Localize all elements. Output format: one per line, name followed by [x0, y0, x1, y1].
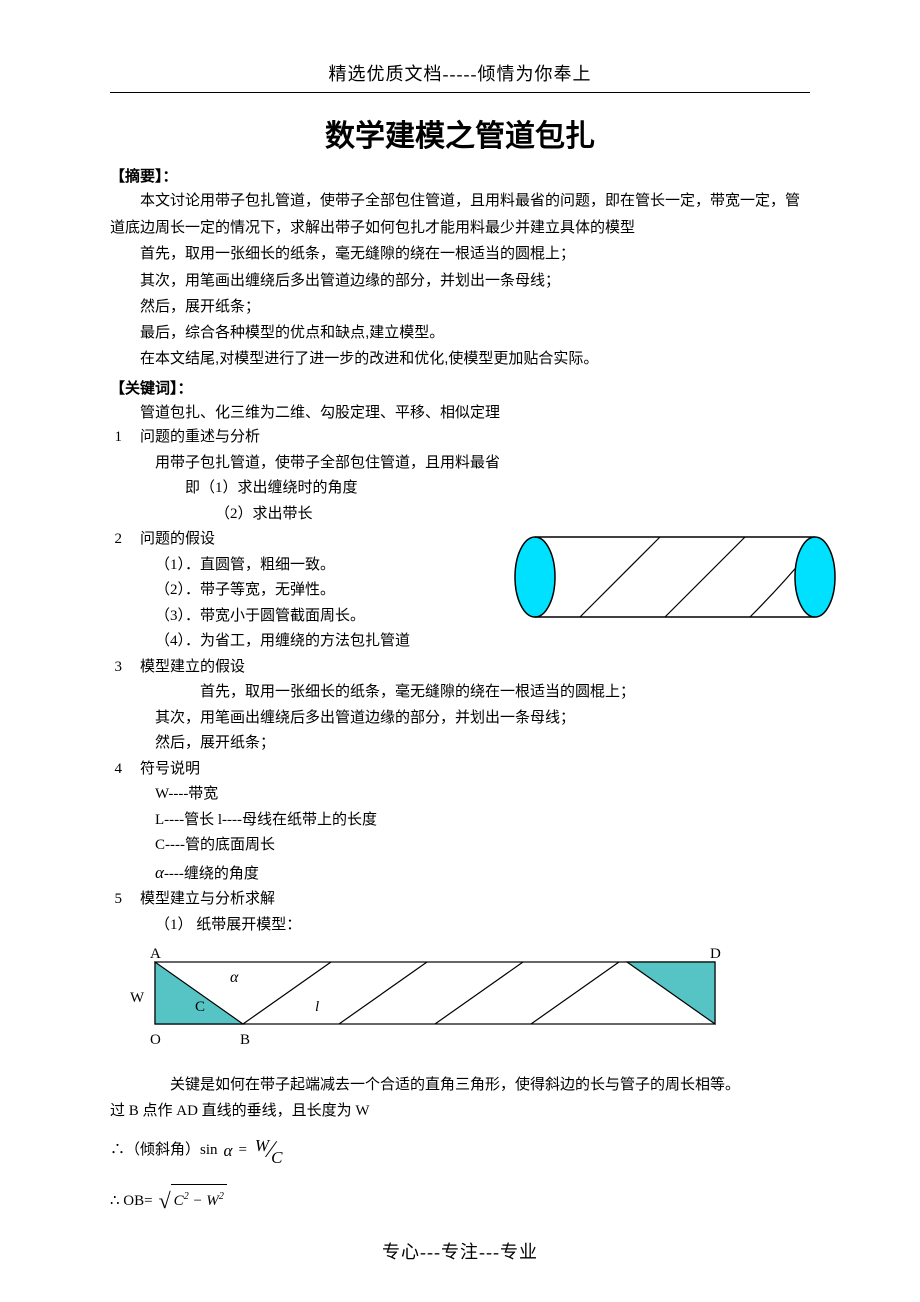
- doc-title: 数学建模之管道包扎: [110, 111, 810, 155]
- sec4-r1: W----带宽: [110, 782, 810, 808]
- label-B: B: [240, 1032, 250, 1048]
- sec4-r4-b: ----缠绕的角度: [164, 866, 259, 882]
- abstract-step1: 首先，取用一张细长的纸条，毫无缝隙的绕在一根适当的圆棍上；: [110, 241, 810, 268]
- abstract-s5-f: 实际。: [553, 351, 598, 367]
- sec4-r2: L----管长 l----母线在纸带上的长度: [110, 808, 810, 834]
- abstract-s5-e: 模型进行了进一步的改进和优化,使模型更加贴合: [234, 350, 553, 367]
- sec2-i4: （4）．为省工，用缠绕的方法包扎管道: [110, 629, 810, 655]
- f1-alpha: α: [224, 1132, 233, 1169]
- sec4-r3: C----管的底面周长: [110, 833, 810, 859]
- abstract-s5-d: 对: [219, 351, 234, 367]
- f1-den: C: [271, 1148, 282, 1167]
- label-alpha: α: [230, 969, 239, 986]
- label-W: W: [130, 990, 145, 1006]
- f2-sqrt: √ C2 − W2: [159, 1177, 227, 1225]
- sec3-head: 3 模型建立的假设: [110, 655, 810, 681]
- page: 精选优质文档-----倾情为你奉上 数学建模之管道包扎 【摘要】： 本文讨论用带…: [0, 0, 920, 1266]
- after-p1: 关键是如何在带子起端减去一个合适的直角三角形，使得斜边的长与管子的周长相等。: [110, 1073, 810, 1099]
- f2-c: C: [174, 1193, 184, 1209]
- f2-w: − W: [189, 1193, 219, 1209]
- abstract-s1-b: 纸条，毫无缝隙的绕在一根适当的: [290, 246, 515, 262]
- abstract-step4: 最后，综合各种模型的优点和缺点,建立模型。: [110, 320, 810, 347]
- f1-num: W: [255, 1136, 269, 1155]
- sec5-head: 5 模型建立与分析求解: [110, 887, 810, 913]
- abstract-s2-c: 的部分，并划出一条母: [380, 272, 530, 289]
- f2-sup2: 2: [219, 1191, 224, 1202]
- abstract-s5-b: 结: [185, 351, 200, 367]
- abstract-s1-a: 首先，取用一张细长的: [140, 245, 290, 262]
- sec2-wrap: 2 问题的假设 （1）．直圆管，粗细一致。 （2）．带子等宽，无弹性。 （3）．…: [110, 527, 810, 655]
- sec4-head: 4 符号说明: [110, 757, 810, 783]
- f1-frac: W∕C: [253, 1124, 287, 1177]
- abstract-s4-c: 合各种模型的: [200, 324, 290, 341]
- abstract-label: 【摘要】：: [110, 165, 810, 186]
- keywords: 管道包扎、化三维为二维、勾股定理、平移、相似定理: [110, 400, 810, 426]
- f1-eq: =: [238, 1134, 246, 1167]
- doc-header: 精选优质文档-----倾情为你奉上: [110, 60, 810, 93]
- sec4-r4: α----缠绕的角度: [110, 859, 810, 888]
- abstract-s4-b: 综: [185, 325, 200, 341]
- abstract-s4-d: 优: [290, 325, 305, 341]
- abstract-step2: 其次，用笔画出缠绕后多出管道边缘的部分，并划出一条母线；: [110, 268, 810, 295]
- abstract-s5-c: 尾,: [200, 350, 219, 367]
- abstract-p1-b: 讨论: [170, 193, 200, 209]
- cylinder-diagram: [510, 527, 840, 627]
- f2-a: ∴ OB=: [110, 1185, 153, 1218]
- abstract-step3: 然后，展开纸条；: [110, 294, 810, 320]
- abstract-p1: 本文讨论用带子包扎管道，使带子全部包住管道，且用料最省的问题，即在管长一定，带宽…: [110, 188, 810, 241]
- abstract-s4-a: 最后，: [140, 325, 185, 341]
- label-l: l: [315, 999, 319, 1015]
- label-C: C: [195, 999, 205, 1015]
- abstract-s2-b: 边缘: [350, 273, 380, 289]
- sec1-p1: 用带子包扎管道，使带子全部包住管道，且用料最省: [110, 451, 810, 477]
- sec3-p2: 其次，用笔画出缠绕后多出管道边缘的部分，并划出一条母线；: [110, 706, 810, 732]
- sec1-head: 1 问题的重述与分析: [110, 425, 810, 451]
- sec5-num: 5: [110, 887, 140, 913]
- formula-2: ∴ OB= √ C2 − W2: [110, 1177, 810, 1225]
- after-p2: 过 B 点作 AD 直线的垂线，且长度为 W: [110, 1099, 810, 1125]
- sec2-num: 2: [110, 527, 140, 553]
- unfold-diagram-wrap: A D α W C l O B: [110, 944, 810, 1069]
- sec3-num: 3: [110, 655, 140, 681]
- sec3-p1: 首先，取用一张细长的纸条，毫无缝隙的绕在一根适当的圆棍上；: [110, 680, 810, 706]
- abstract-p1-a: 本文: [140, 192, 170, 209]
- abstract-s1-c: 圆棍上；: [515, 245, 575, 262]
- alpha-symbol: α: [155, 863, 164, 882]
- sqrt-icon: √: [159, 1177, 171, 1225]
- unfold-diagram: A D α W C l O B: [110, 944, 790, 1064]
- sec1-num: 1: [110, 425, 140, 451]
- abstract-p1-c: 用带子包扎管道，使带子全部包住管道，且用料最省的: [200, 192, 560, 209]
- formula-1: ∴（倾斜角）sinα = W∕C: [110, 1124, 810, 1177]
- label-D: D: [710, 946, 721, 962]
- doc-footer: 专心---专注---专业: [0, 1238, 920, 1264]
- sec5-p1: （1） 纸带展开模型：: [110, 913, 810, 939]
- sec4-num: 4: [110, 757, 140, 783]
- sec1-title: 问题的重述与分析: [140, 425, 810, 451]
- label-A: A: [150, 946, 161, 962]
- abstract-s2-d: 线；: [530, 273, 560, 289]
- abstract-s4-e: 点和缺点,建立模型。: [305, 324, 444, 341]
- sec3-p3: 然后，展开纸条；: [110, 731, 810, 757]
- keywords-label: 【关键词】：: [110, 377, 810, 398]
- sec3-title: 模型建立的假设: [140, 655, 810, 681]
- f1-a: ∴（倾斜角）sin: [110, 1134, 218, 1167]
- f2-body: C2 − W2: [171, 1184, 227, 1218]
- sec5-title: 模型建立与分析求解: [140, 887, 810, 913]
- sec1-p2: 即（1）求出缠绕时的角度: [110, 476, 810, 502]
- sec4-title: 符号说明: [140, 757, 810, 783]
- abstract-s3: 然后，展开纸条；: [140, 298, 260, 315]
- abstract-s2-a: 其次，用笔画出缠绕后多出管道: [140, 272, 350, 289]
- abstract-step5: 在本文结尾,对模型进行了进一步的改进和优化,使模型更加贴合实际。: [110, 346, 810, 373]
- abstract-s5-a: 在本文: [140, 350, 185, 367]
- sec1-p3: （2）求出带长: [110, 502, 810, 528]
- label-O: O: [150, 1032, 161, 1048]
